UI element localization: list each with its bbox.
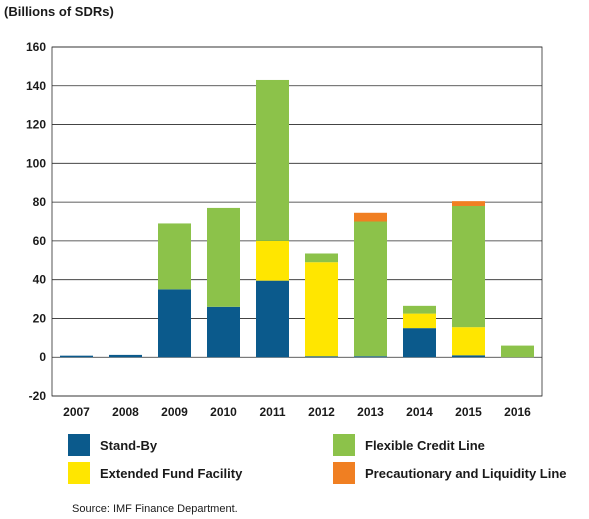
y-tick-label: 120 xyxy=(26,118,46,132)
y-tick-label: 100 xyxy=(26,156,46,170)
unit-label: (Billions of SDRs) xyxy=(4,4,114,19)
bar-stand-by-2012 xyxy=(305,356,338,358)
bar-stand-by-2010 xyxy=(207,306,240,358)
bar-stand-by-2011 xyxy=(256,280,289,358)
bars xyxy=(60,79,534,358)
bar-precautionary-and-liquidity-line-2015 xyxy=(452,201,485,206)
bar-stand-by-2007 xyxy=(60,355,93,358)
legend-swatch-precautionary-and-liquidity-line xyxy=(333,462,355,484)
bar-flexible-credit-line-2014 xyxy=(403,305,436,314)
y-tick-label: -20 xyxy=(29,389,47,403)
x-tick-label: 2009 xyxy=(161,405,188,419)
bar-flexible-credit-line-2010 xyxy=(207,207,240,307)
legend-swatch-stand-by xyxy=(68,434,90,456)
bar-precautionary-and-liquidity-line-2013 xyxy=(354,212,387,222)
bar-extended-fund-facility-2014 xyxy=(403,313,436,329)
x-tick-label: 2014 xyxy=(406,405,433,419)
y-tick-label: 40 xyxy=(33,273,47,287)
y-tick-label: 140 xyxy=(26,79,46,93)
plot-frame xyxy=(51,46,543,397)
legend-label-flexible-credit-line: Flexible Credit Line xyxy=(365,438,485,453)
x-tick-label: 2010 xyxy=(210,405,237,419)
legend-label-precautionary-and-liquidity-line: Precautionary and Liquidity Line xyxy=(365,466,567,481)
bar-stand-by-2014 xyxy=(403,328,436,358)
x-tick-label: 2016 xyxy=(504,405,531,419)
bar-flexible-credit-line-2009 xyxy=(158,223,191,290)
y-tick-label: 20 xyxy=(33,311,47,325)
y-tick-label: 0 xyxy=(39,350,46,364)
x-tick-label: 2015 xyxy=(455,405,482,419)
legend-label-extended-fund-facility: Extended Fund Facility xyxy=(100,466,243,481)
bar-extended-fund-facility-2011 xyxy=(256,240,289,281)
x-tick-label: 2008 xyxy=(112,405,139,419)
bar-flexible-credit-line-2013 xyxy=(354,221,387,357)
y-tick-label: 160 xyxy=(26,40,46,54)
x-tick-label: 2007 xyxy=(63,405,90,419)
y-tick-label: 80 xyxy=(33,195,47,209)
bar-stand-by-2009 xyxy=(158,289,191,358)
y-axis: -20 0 20 40 60 80 100 120 140 160 xyxy=(26,40,46,403)
bar-stand-by-2015 xyxy=(452,355,485,358)
bar-flexible-credit-line-2012 xyxy=(305,253,338,263)
source-note: Source: IMF Finance Department. xyxy=(72,503,238,515)
bar-extended-fund-facility-2012 xyxy=(305,262,338,357)
bar-stand-by-2008 xyxy=(109,354,142,358)
bar-flexible-credit-line-2011 xyxy=(256,79,289,241)
bar-flexible-credit-line-2016 xyxy=(501,345,534,358)
bar-extended-fund-facility-2015 xyxy=(452,327,485,356)
legend: Stand-By Extended Fund Facility Flexible C… xyxy=(68,434,567,484)
bar-stand-by-2013 xyxy=(354,356,387,358)
x-tick-label: 2012 xyxy=(308,405,335,419)
legend-label-stand-by: Stand-By xyxy=(100,438,158,453)
x-tick-label: 2011 xyxy=(259,405,285,419)
bar-flexible-credit-line-2015 xyxy=(452,205,485,328)
x-tick-label: 2013 xyxy=(357,405,384,419)
y-tick-label: 60 xyxy=(33,234,47,248)
legend-swatch-extended-fund-facility xyxy=(68,462,90,484)
x-axis: 2007 2008 2009 2010 2011 2012 2013 2014 2015 2016 xyxy=(63,405,531,419)
legend-swatch-flexible-credit-line xyxy=(333,434,355,456)
